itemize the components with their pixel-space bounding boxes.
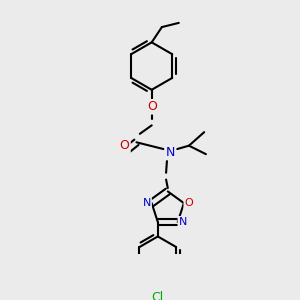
Text: O: O [184, 198, 194, 208]
Text: O: O [147, 100, 157, 113]
Text: N: N [142, 198, 151, 208]
Text: Cl: Cl [152, 291, 164, 300]
Text: N: N [178, 217, 187, 227]
Text: N: N [166, 146, 175, 159]
Text: O: O [120, 139, 130, 152]
